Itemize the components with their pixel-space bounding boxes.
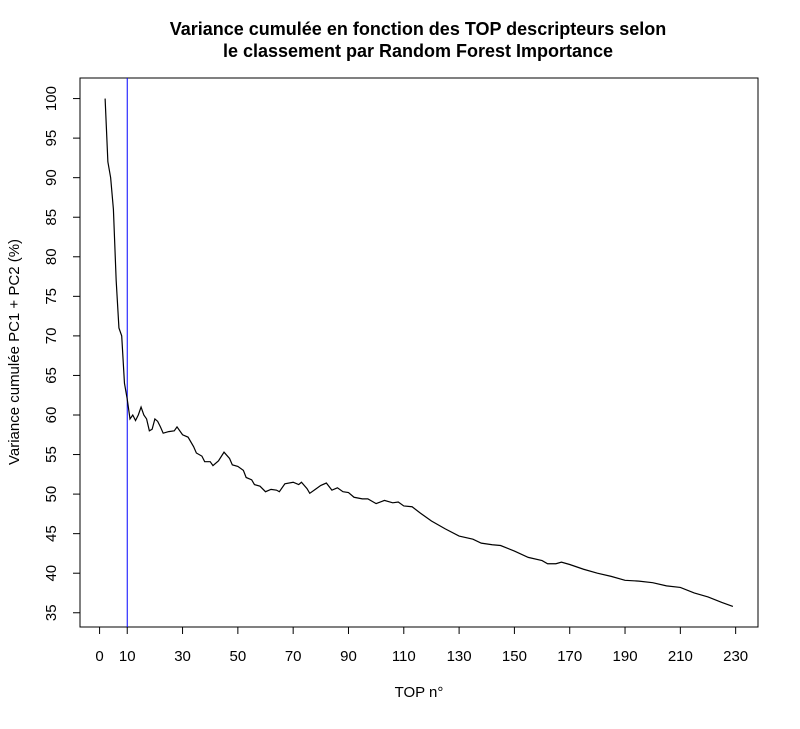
y-tick-label: 35 <box>43 604 60 621</box>
x-tick-label: 210 <box>668 648 693 665</box>
y-tick-label: 70 <box>43 328 60 345</box>
chart-title: Variance cumulée en fonction des TOP des… <box>170 19 667 39</box>
y-tick-label: 100 <box>43 86 60 111</box>
y-axis-label: Variance cumulée PC1 + PC2 (%) <box>6 239 23 465</box>
y-tick-label: 55 <box>43 446 60 463</box>
y-tick-label: 75 <box>43 288 60 305</box>
x-axis-label: TOP n° <box>395 684 444 701</box>
x-tick-label: 90 <box>340 648 357 665</box>
x-tick-label: 0 <box>95 648 103 665</box>
x-tick-label: 190 <box>613 648 638 665</box>
y-tick-label: 95 <box>43 130 60 147</box>
data-line <box>104 98 734 607</box>
y-tick-label: 45 <box>43 525 60 542</box>
x-tick-label: 130 <box>447 648 472 665</box>
x-tick-label: 50 <box>230 648 247 665</box>
x-tick-label: 70 <box>285 648 302 665</box>
x-tick-label: 110 <box>392 648 416 665</box>
y-tick-label: 40 <box>43 565 60 582</box>
y-tick-label: 60 <box>43 407 60 424</box>
x-tick-label: 170 <box>557 648 582 665</box>
chart-title: le classement par Random Forest Importan… <box>223 41 613 61</box>
y-tick-label: 90 <box>43 169 60 186</box>
y-tick-label: 85 <box>43 209 60 226</box>
x-tick-label: 10 <box>119 648 136 665</box>
plot-frame <box>79 77 759 628</box>
x-tick-label: 230 <box>723 648 748 665</box>
y-tick-label: 65 <box>43 367 60 384</box>
x-tick-label: 30 <box>174 648 191 665</box>
y-tick-label: 50 <box>43 486 60 503</box>
x-tick-label: 150 <box>502 648 527 665</box>
y-tick-label: 80 <box>43 248 60 265</box>
